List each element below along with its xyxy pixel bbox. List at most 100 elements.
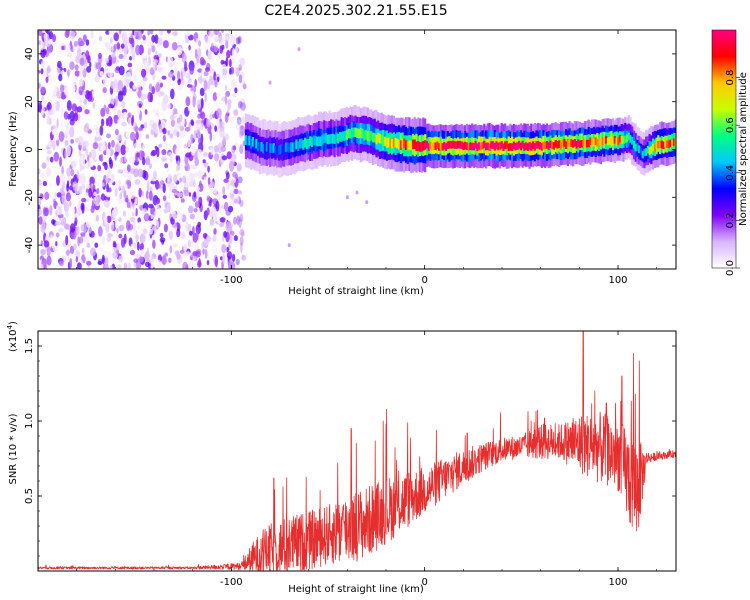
noise-blob <box>185 96 191 107</box>
noise-blob <box>58 260 64 267</box>
noise-blob <box>209 113 213 121</box>
noise-blob <box>100 154 104 162</box>
ridge-cell <box>326 134 329 145</box>
noise-blob <box>102 236 105 246</box>
ridge-cell <box>528 142 531 150</box>
noise-blob <box>122 168 129 178</box>
noise-blob <box>237 35 242 44</box>
noise-blob <box>219 45 223 54</box>
noise-blob <box>56 118 59 129</box>
noise-blob <box>108 54 112 66</box>
noise-blob <box>168 63 174 68</box>
noise-blob <box>221 63 226 69</box>
ridge-cell <box>559 141 562 150</box>
noise-blob <box>168 257 172 263</box>
snr-y-tick-label: 1.0 <box>24 413 35 429</box>
scatter-blob <box>268 80 272 85</box>
noise-blob <box>137 217 141 224</box>
noise-blob <box>149 221 153 228</box>
noise-blob <box>196 189 200 200</box>
spectrogram-y-tick-label: -40 <box>24 237 35 253</box>
noise-blob <box>200 122 204 131</box>
noise-blob <box>99 35 103 42</box>
ridge-cell <box>610 135 613 144</box>
noise-blob <box>46 116 50 125</box>
noise-blob <box>233 109 239 116</box>
noise-blob <box>85 39 90 46</box>
noise-blob <box>226 35 230 41</box>
noise-blob <box>111 45 114 52</box>
noise-blob <box>161 172 166 181</box>
noise-blob <box>40 248 46 256</box>
ridge-cell <box>516 142 519 150</box>
ridge-cell <box>398 140 401 150</box>
ridge-cell <box>262 143 265 154</box>
noise-blob <box>118 65 125 76</box>
noise-blob <box>51 67 54 74</box>
noise-blob <box>81 197 87 203</box>
noise-blob <box>141 52 148 59</box>
ridge-cell <box>279 144 282 155</box>
ridge-cell <box>288 143 291 153</box>
ridge-cell <box>601 137 604 145</box>
noise-blob <box>123 74 127 86</box>
noise-blob <box>236 215 240 226</box>
noise-blob <box>164 141 169 147</box>
ridge-cell <box>345 130 348 140</box>
noise-blob <box>106 133 111 139</box>
noise-blob <box>166 30 171 34</box>
ridge-cell <box>652 143 655 152</box>
ridge-cell <box>337 133 340 144</box>
noise-blob <box>151 45 156 53</box>
noise-blob <box>101 204 105 210</box>
noise-blob <box>83 98 88 105</box>
noise-blob <box>131 114 135 124</box>
noise-blob <box>188 230 193 236</box>
ridge-cell <box>660 140 663 149</box>
ridge-cell <box>483 140 486 149</box>
ridge-cell <box>401 138 404 149</box>
noise-blob <box>176 117 181 124</box>
ridge-cell <box>304 137 307 148</box>
noise-blob <box>113 78 118 89</box>
noise-blob <box>78 185 83 195</box>
noise-blob <box>199 87 205 97</box>
snr-x-tick-label: -100 <box>220 577 243 588</box>
noise-blob <box>115 95 118 107</box>
noise-blob <box>116 228 119 233</box>
ridge-cell <box>665 140 669 148</box>
noise-blob <box>105 42 112 51</box>
ridge-cell <box>384 136 387 147</box>
noise-blob <box>57 228 64 233</box>
noise-blob <box>202 159 206 164</box>
noise-blob <box>68 139 71 144</box>
noise-blob <box>80 232 86 237</box>
chart-title: C2E4.2025.302.21.55.E15 <box>264 3 447 19</box>
ridge-cell <box>577 139 580 147</box>
noise-blob <box>116 134 122 142</box>
noise-blob <box>213 251 219 257</box>
snr-x-tick-label: 100 <box>608 577 627 588</box>
noise-blob <box>195 38 199 45</box>
noise-blob <box>230 153 237 163</box>
ridge-cell <box>538 142 542 150</box>
noise-blob <box>212 92 218 102</box>
noise-blob <box>107 142 111 150</box>
noise-blob <box>71 207 76 214</box>
noise-blob <box>51 196 55 201</box>
noise-blob <box>220 145 226 153</box>
noise-blob <box>125 128 130 139</box>
noise-blob <box>65 125 70 136</box>
snr-multiplier: (x104) <box>6 321 19 352</box>
ridge-cell <box>486 142 489 151</box>
ridge-cell <box>422 141 425 151</box>
noise-blob <box>235 67 240 77</box>
noise-blob <box>204 35 211 45</box>
noise-blob <box>142 76 148 82</box>
spectrogram-y-tick-label: 20 <box>24 95 35 108</box>
noise-blob <box>133 242 137 249</box>
noise-blob <box>46 101 52 112</box>
snr-y-tick-label: 1.5 <box>24 338 35 354</box>
ridge-cell <box>638 145 641 154</box>
